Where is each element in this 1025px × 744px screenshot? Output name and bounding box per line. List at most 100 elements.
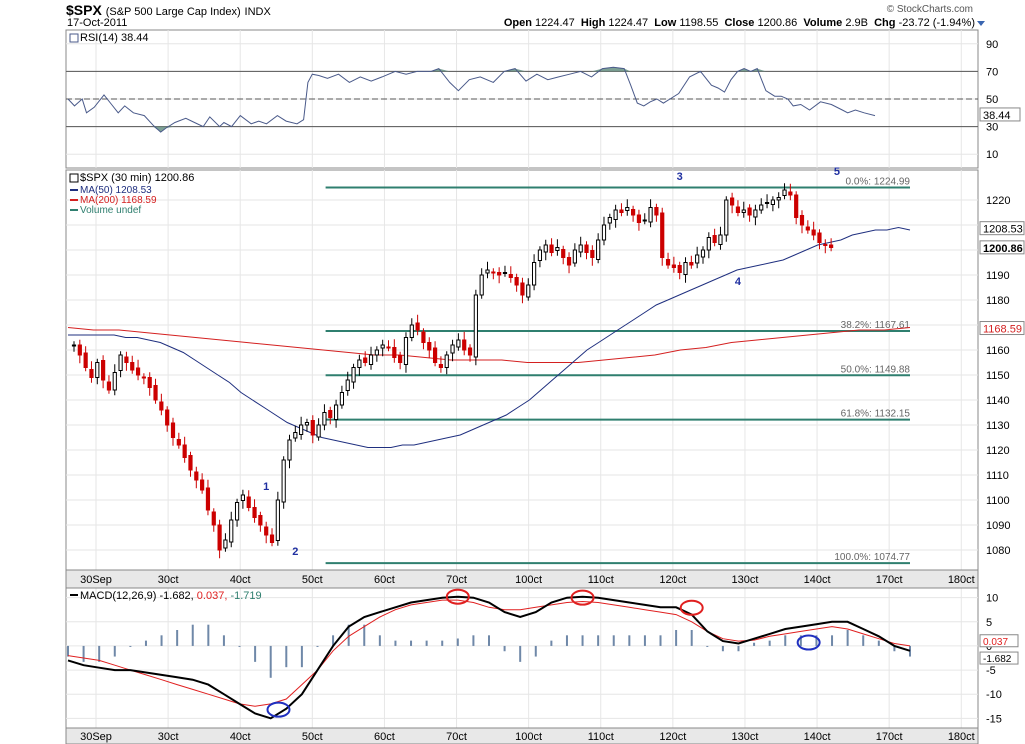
candle-body bbox=[549, 244, 554, 253]
candle-body bbox=[386, 346, 391, 349]
candle-body bbox=[170, 422, 176, 438]
candle-body bbox=[706, 237, 711, 251]
chevron-down-icon[interactable] bbox=[977, 21, 985, 26]
x-tick-label-macd: 30ct bbox=[158, 731, 179, 743]
wave-label: 5 bbox=[834, 166, 840, 178]
candle-body bbox=[374, 349, 379, 356]
macd-histogram-bar bbox=[909, 645, 911, 657]
candle-body bbox=[829, 244, 834, 248]
price-y-tick: 1130 bbox=[986, 420, 1010, 432]
macd-y-tick: -10 bbox=[986, 689, 1002, 701]
macd-histogram-bar bbox=[316, 645, 319, 647]
ma200-line bbox=[67, 327, 911, 363]
candle-body bbox=[700, 249, 706, 258]
price-y-tick: 1190 bbox=[986, 270, 1010, 282]
x-axis-band-top bbox=[65, 569, 979, 589]
x-tick-label: 30Sep bbox=[80, 574, 112, 586]
macd-histogram-bar bbox=[425, 640, 428, 646]
candle-body bbox=[287, 439, 292, 461]
macd-y-tick: 10 bbox=[986, 593, 998, 605]
candle-body bbox=[403, 337, 409, 365]
price-y-tick: 1160 bbox=[986, 345, 1010, 357]
macd-histogram-bar bbox=[472, 635, 475, 646]
macd-value-tag-box bbox=[979, 651, 1019, 665]
rsi-y-tick: 50 bbox=[986, 94, 998, 106]
candle-body bbox=[182, 444, 187, 458]
candle-body bbox=[695, 254, 700, 264]
candle-body bbox=[636, 214, 642, 223]
macd-legend: MACD(12,26,9) -1.682, 0.037, -1.719 bbox=[80, 590, 262, 602]
x-tick-label-macd: 100ct bbox=[515, 731, 542, 743]
fib-label: 0.0%: 1224.99 bbox=[846, 177, 911, 188]
candle-body bbox=[671, 264, 676, 268]
candle-body bbox=[590, 250, 595, 258]
macd-histogram-bar bbox=[238, 645, 241, 647]
candle-body bbox=[363, 357, 368, 363]
macd-histogram-bar bbox=[378, 635, 381, 646]
series-legend: MA(200) 1168.59 bbox=[80, 195, 157, 206]
candle-body bbox=[130, 362, 135, 371]
candle-body bbox=[817, 232, 822, 243]
candle-body bbox=[415, 322, 420, 331]
price-frame bbox=[65, 169, 979, 571]
candle-body bbox=[269, 534, 275, 543]
chart-header: $SPX (S&P 500 Large Cap Index) INDX 17-O… bbox=[0, 0, 1025, 30]
macd-histogram-bar bbox=[690, 630, 693, 646]
candle-body bbox=[293, 432, 298, 439]
rsi-line bbox=[67, 66, 876, 133]
candle-body bbox=[753, 209, 758, 218]
candle-body bbox=[246, 496, 251, 508]
annotation-circle bbox=[679, 599, 704, 616]
chg-label: Chg bbox=[874, 17, 896, 29]
macd-histogram-bar bbox=[628, 635, 631, 646]
series-legend: Volume undef bbox=[80, 205, 141, 216]
x-tick-label: 100ct bbox=[515, 574, 542, 586]
candle-body bbox=[421, 331, 426, 343]
macd-histogram-bar bbox=[82, 645, 85, 662]
candle-body bbox=[502, 272, 508, 274]
macd-histogram-bar bbox=[581, 635, 584, 646]
macd-histogram-bar bbox=[877, 640, 880, 646]
candle-body bbox=[432, 347, 438, 363]
candle-body bbox=[351, 367, 356, 383]
candle-body bbox=[747, 207, 752, 216]
price-value-tag-box bbox=[979, 240, 1025, 255]
candle-body bbox=[689, 262, 694, 266]
candle-body bbox=[770, 199, 775, 205]
candle-body bbox=[619, 209, 624, 213]
macd-histogram-bar bbox=[893, 645, 896, 652]
candle-body bbox=[782, 189, 787, 196]
candle-body bbox=[95, 362, 100, 378]
annotation-circle bbox=[445, 588, 470, 605]
macd-line bbox=[67, 595, 911, 720]
candle-body bbox=[683, 262, 688, 275]
candle-body bbox=[794, 194, 799, 218]
candle-body bbox=[660, 212, 665, 258]
price-value-tag: 1200.86 bbox=[983, 243, 1023, 255]
x-tick-label: 110ct bbox=[588, 574, 614, 586]
candle-body bbox=[811, 229, 816, 236]
macd-histogram-bar bbox=[519, 645, 522, 662]
price-panel: 1080109011001110112011301140115011601170… bbox=[66, 166, 1025, 565]
candle-body bbox=[776, 197, 781, 201]
candle-body bbox=[380, 344, 385, 349]
candle-body bbox=[561, 249, 566, 258]
price-y-tick: 1110 bbox=[986, 470, 1009, 482]
x-tick-label: 130ct bbox=[731, 574, 758, 586]
macd-histogram-bar bbox=[269, 645, 272, 678]
macd-histogram-bar bbox=[129, 645, 132, 647]
candle-body bbox=[654, 207, 659, 216]
macd-histogram-bar bbox=[300, 645, 303, 668]
rsi-legend: RSI(14) 38.44 bbox=[80, 32, 148, 44]
chart-date: 17-Oct-2011 bbox=[67, 17, 128, 29]
x-tick-label: 180ct bbox=[948, 574, 975, 586]
wave-label: 4 bbox=[735, 276, 742, 288]
macd-histogram-bar bbox=[456, 638, 459, 646]
macd-histogram-bar bbox=[675, 630, 678, 646]
exchange: INDX bbox=[244, 6, 271, 18]
macd-histogram-bar bbox=[737, 645, 740, 652]
volume-label: Volume bbox=[803, 17, 843, 29]
macd-histogram-bar bbox=[846, 630, 849, 646]
macd-histogram-bar bbox=[768, 640, 771, 646]
rsi-y-tick: 90 bbox=[986, 39, 998, 51]
